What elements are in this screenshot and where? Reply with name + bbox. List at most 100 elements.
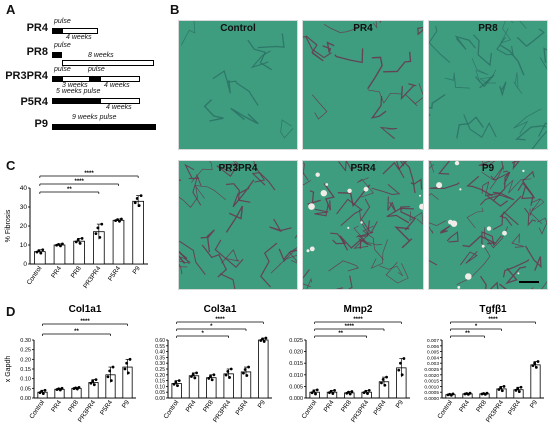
pr4-pulse-text: pulse [54,18,71,25]
significance-stars: **** [215,317,225,323]
tissue-gap [522,169,525,173]
fibrosis-strand [456,241,491,286]
significance-stars: ** [74,329,79,335]
category-label: PR4 [50,265,63,280]
significance-stars: ** [338,331,343,337]
panel-letter-b: B [170,2,180,17]
fibrosis-strand [181,21,196,46]
fibrosis-strand [260,242,278,288]
fibrosis-strand [521,170,535,206]
scale-bar [519,281,539,283]
data-point [331,392,335,395]
tissue-gap [481,244,485,248]
data-point [94,378,98,382]
histology-image-p5r4: P5R4 [302,160,424,290]
pr4-rest-bar [62,28,98,34]
fibrosis-strand [356,234,372,247]
data-point [451,392,455,396]
data-point [367,388,371,392]
row-label-p5r4: P5R4 [20,96,48,108]
data-point [137,204,141,207]
tissue-gap [419,194,421,197]
significance-stars: **** [353,317,363,323]
fibrosis-strand [212,70,231,94]
data-point [228,376,231,379]
data-point [366,392,369,395]
data-point [37,249,41,253]
category-label: PR8 [475,399,488,414]
y-tick-label: 0.0015 [424,379,439,385]
tissue-texture [179,21,297,149]
data-point [118,219,121,223]
y-tick-label: 20 [20,223,28,230]
data-point [40,389,44,393]
data-point [59,244,62,248]
y-tick-label: 0.006 [427,344,439,350]
y-tick-label: 0.15 [20,367,31,373]
fibrosis-strand [472,34,493,67]
tissue-gap [308,203,315,210]
data-point [224,373,228,377]
fibrosis-strand [505,266,527,285]
p5r4-weeks-text: 4 weeks [106,104,132,111]
data-point [500,389,504,393]
data-point [98,236,102,239]
tissue-background [429,161,547,289]
data-point [485,391,489,395]
y-tick-label: 0.20 [155,373,165,379]
fibrosis-strand [323,23,358,33]
data-point [399,361,402,365]
bar [73,240,85,265]
category-label: P5R4 [107,265,122,283]
data-point [502,385,506,388]
pr4-pulse-bar [52,28,62,34]
significance-stars: * [201,331,204,337]
data-point [89,381,93,385]
fibrosis-strand [429,220,447,234]
fibrosis-strand [179,256,191,268]
tissue-gap [320,190,327,197]
data-point [242,371,245,375]
fibrosis-strand [493,171,511,201]
data-point [111,365,115,369]
row-label-pr8: PR8 [26,46,48,58]
bar [188,375,200,399]
histology-label: PR3PR4 [218,163,258,174]
fibrosis-strand [490,170,510,181]
fibrosis-strand [400,205,417,231]
row-label-pr4: PR4 [26,22,48,34]
data-point [177,379,181,382]
fibrosis-strand [336,198,363,226]
p9-pulse-text: 9 weeks pulse [72,114,117,121]
fibrosis-strand [179,250,191,275]
data-point [128,357,132,361]
fibrosis-strand [446,231,459,243]
data-point [80,236,84,240]
p5r4-rest-bar [100,98,140,104]
fibrosis-strand [529,207,543,224]
data-point [91,379,95,383]
data-point [516,387,520,390]
fibrosis-strand [499,195,522,227]
y-tick-label: 0.025 [289,338,303,344]
data-point [329,389,333,393]
tissue-gap [448,219,453,225]
pr8-pulse-bar [52,52,62,58]
fibrosis-strand [379,265,404,277]
data-point [94,232,98,235]
data-point [41,248,45,252]
data-point [76,238,80,242]
data-point [100,222,104,226]
y-tick-label: 0.25 [155,367,165,373]
data-point [106,375,110,379]
category-label: P9 [132,265,143,276]
data-point [108,369,112,373]
fibrosis-strand [179,186,198,208]
significance-stars: **** [84,171,94,177]
y-tick-label: 0.20 [20,357,31,363]
y-tick-label: 0.25 [20,348,31,354]
category-label: PR3PR4 [77,399,97,424]
category-label: PR8 [202,399,215,414]
y-tick-label: 0.05 [20,386,31,392]
data-point [381,378,385,381]
